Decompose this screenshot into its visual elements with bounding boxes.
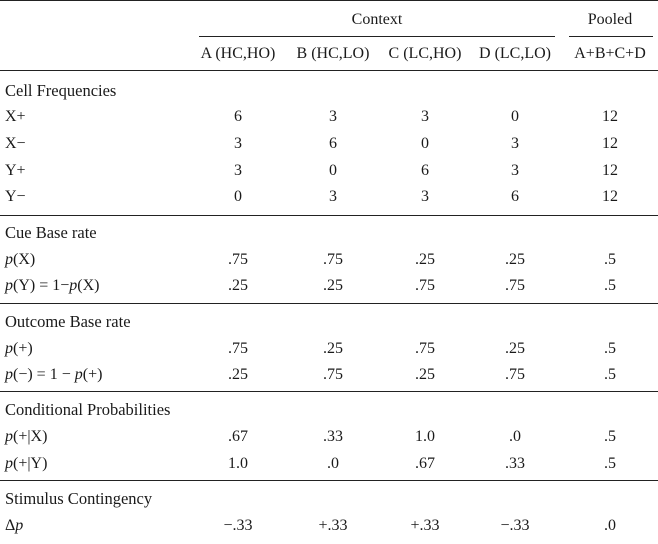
- cell: .25: [415, 251, 435, 268]
- cell: .75: [415, 340, 435, 357]
- cell: .25: [228, 366, 248, 383]
- table-top-rule: [0, 0, 658, 1]
- cell: .75: [505, 277, 525, 294]
- section-divider: [0, 215, 658, 216]
- cell: .0: [327, 455, 339, 472]
- cell: 3: [421, 188, 429, 205]
- cell: 6: [511, 188, 519, 205]
- cell: 3: [329, 188, 337, 205]
- section-divider: [0, 480, 658, 481]
- row-label: p(+): [5, 340, 33, 357]
- row-label: p(+|X): [5, 428, 48, 445]
- cell: 12: [602, 162, 618, 179]
- cell: −.33: [500, 517, 530, 534]
- row-label: p(−) = 1 − p(+): [5, 366, 103, 383]
- cell: 0: [234, 188, 242, 205]
- cell: .75: [505, 366, 525, 383]
- cell: .75: [228, 340, 248, 357]
- cell: .75: [415, 277, 435, 294]
- column-header-c: C (LC,HO): [388, 45, 462, 62]
- cell: 3: [511, 135, 519, 152]
- cell: 1.0: [228, 455, 248, 472]
- section-title: Cell Frequencies: [5, 81, 117, 100]
- column-header-a: A (HC,HO): [200, 45, 276, 62]
- row-label: X+: [5, 108, 26, 125]
- cell: .5: [604, 340, 616, 357]
- cell: .25: [323, 340, 343, 357]
- cell: .25: [323, 277, 343, 294]
- cell: 0: [511, 108, 519, 125]
- cell: .33: [323, 428, 343, 445]
- cell: 12: [602, 108, 618, 125]
- cell: .5: [604, 455, 616, 472]
- column-header-pooled: A+B+C+D: [574, 45, 646, 62]
- cell: 3: [329, 108, 337, 125]
- cell: .5: [604, 366, 616, 383]
- cell: .0: [509, 428, 521, 445]
- row-label: X−: [5, 135, 26, 152]
- cell: 6: [234, 108, 242, 125]
- cell: .67: [228, 428, 248, 445]
- row-label: p(+|Y): [5, 455, 48, 472]
- row-label: Y+: [5, 162, 26, 179]
- cell: 0: [329, 162, 337, 179]
- pooled-header: Pooled: [587, 11, 633, 28]
- cell: 6: [329, 135, 337, 152]
- cell: 12: [602, 188, 618, 205]
- cell: 3: [234, 135, 242, 152]
- cell: .25: [505, 251, 525, 268]
- cell: 6: [421, 162, 429, 179]
- section-divider: [0, 303, 658, 304]
- cell: 1.0: [415, 428, 435, 445]
- section-title: Conditional Probabilities: [5, 400, 171, 419]
- cell: .5: [604, 251, 616, 268]
- column-header-b: B (HC,LO): [296, 45, 370, 62]
- pooled-underline: [569, 36, 653, 37]
- cell: .5: [604, 428, 616, 445]
- context-underline: [199, 36, 555, 37]
- section-title: Outcome Base rate: [5, 312, 131, 331]
- section-title: Cue Base rate: [5, 223, 97, 242]
- cell: .33: [505, 455, 525, 472]
- cell: .5: [604, 277, 616, 294]
- row-label: Δp: [5, 517, 24, 534]
- row-label: Y−: [5, 188, 26, 205]
- cell: .0: [604, 517, 616, 534]
- cell: +.33: [318, 517, 348, 534]
- cell: 12: [602, 135, 618, 152]
- header-bottom-rule: [0, 70, 658, 71]
- cell: 3: [421, 108, 429, 125]
- row-label: p(X): [5, 251, 36, 268]
- cell: .67: [415, 455, 435, 472]
- cell: .75: [228, 251, 248, 268]
- section-title: Stimulus Contingency: [5, 489, 153, 508]
- cell: +.33: [410, 517, 440, 534]
- column-header-d: D (LC,LO): [479, 45, 551, 62]
- cell: .25: [415, 366, 435, 383]
- cell: 3: [511, 162, 519, 179]
- cell: 0: [421, 135, 429, 152]
- cell: .25: [228, 277, 248, 294]
- section-divider: [0, 391, 658, 392]
- cell: .75: [323, 251, 343, 268]
- cell: .75: [323, 366, 343, 383]
- cell: 3: [234, 162, 242, 179]
- row-label: p(Y) = 1−p(X): [5, 277, 100, 294]
- cell: .25: [505, 340, 525, 357]
- cell: −.33: [223, 517, 253, 534]
- context-header: Context: [351, 11, 403, 28]
